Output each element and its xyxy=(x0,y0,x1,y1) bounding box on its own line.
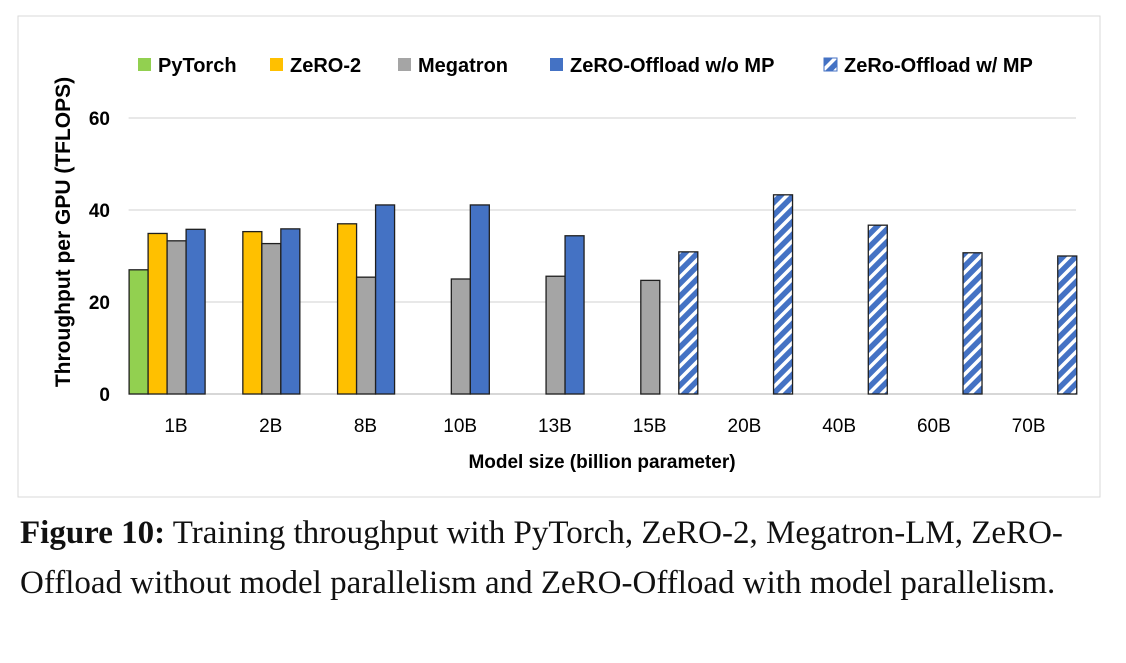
bar-zero-offload-w-mp-60B xyxy=(962,252,983,395)
legend-swatch xyxy=(823,57,838,72)
y-tick-label: 20 xyxy=(89,293,110,314)
bar-zero-offload-w-o-mp-2B xyxy=(280,228,301,395)
x-tick-label: 60B xyxy=(917,416,951,437)
bar-megatron-1B xyxy=(166,240,187,395)
x-tick-label: 20B xyxy=(728,416,762,437)
bar-zero-offload-w-mp-15B xyxy=(678,251,699,395)
x-axis-label: Model size (billion parameter) xyxy=(468,452,735,473)
bar-zero-offload-w-mp-70B xyxy=(1057,255,1078,395)
x-tick-label: 2B xyxy=(259,416,282,437)
legend-label: ZeRO-Offload w/o MP xyxy=(570,55,774,77)
x-tick-label: 8B xyxy=(354,416,377,437)
x-tick-label: 40B xyxy=(822,416,856,437)
bar-megatron-10B xyxy=(450,278,471,395)
bar-megatron-15B xyxy=(640,279,661,395)
legend-label: ZeRO-2 xyxy=(290,55,361,77)
y-tick-label: 40 xyxy=(89,201,110,222)
caption-text: Training throughput with PyTorch, ZeRO-2… xyxy=(20,515,1063,601)
x-tick-label: 10B xyxy=(443,416,477,437)
bar-zero-offload-w-o-mp-1B xyxy=(185,228,206,395)
bar-zero-2-2B xyxy=(242,230,263,395)
legend-swatch xyxy=(550,58,563,71)
legend-label: ZeRo-Offload w/ MP xyxy=(844,55,1033,77)
y-tick-label: 0 xyxy=(99,385,110,406)
legend-swatch xyxy=(270,58,283,71)
x-tick-label: 70B xyxy=(1012,416,1046,437)
bar-zero-offload-w-o-mp-8B xyxy=(374,204,396,395)
bar-megatron-13B xyxy=(545,275,566,395)
legend-swatch xyxy=(138,58,151,71)
legend-label: Megatron xyxy=(418,55,508,77)
y-tick-label: 60 xyxy=(89,109,110,130)
bar-zero-2-1B xyxy=(147,232,168,395)
x-tick-label: 1B xyxy=(164,416,187,437)
x-tick-label: 15B xyxy=(633,416,667,437)
bar-megatron-2B xyxy=(261,242,282,395)
bar-zero-offload-w-mp-20B xyxy=(772,194,794,395)
caption-label: Figure 10: xyxy=(20,515,166,551)
bar-megatron-8B xyxy=(355,276,377,395)
bar-zero-offload-w-o-mp-13B xyxy=(564,235,585,395)
bar-zero-2-8B xyxy=(336,223,358,395)
bar-zero-offload-w-o-mp-10B xyxy=(469,204,490,395)
legend: PyTorch ZeRO-2 Megatron ZeRO-Offload w/o MP… xyxy=(138,55,1033,77)
legend-label: PyTorch xyxy=(158,55,237,77)
bar-zero-offload-w-mp-40B xyxy=(867,224,888,395)
bar-pytorch-1B xyxy=(128,269,149,395)
x-tick-label: 13B xyxy=(538,416,572,437)
y-axis-label: Throughput per GPU (TFLOPS) xyxy=(52,77,75,387)
legend-swatch xyxy=(398,58,411,71)
throughput-bar-chart: 0 20 40 60 1B 2B 8B 10B 13B 15B 20B 40B 60B 70B PyTor… xyxy=(17,15,1101,498)
figure-caption: Figure 10: Training throughput with PyTo… xyxy=(20,508,1110,608)
